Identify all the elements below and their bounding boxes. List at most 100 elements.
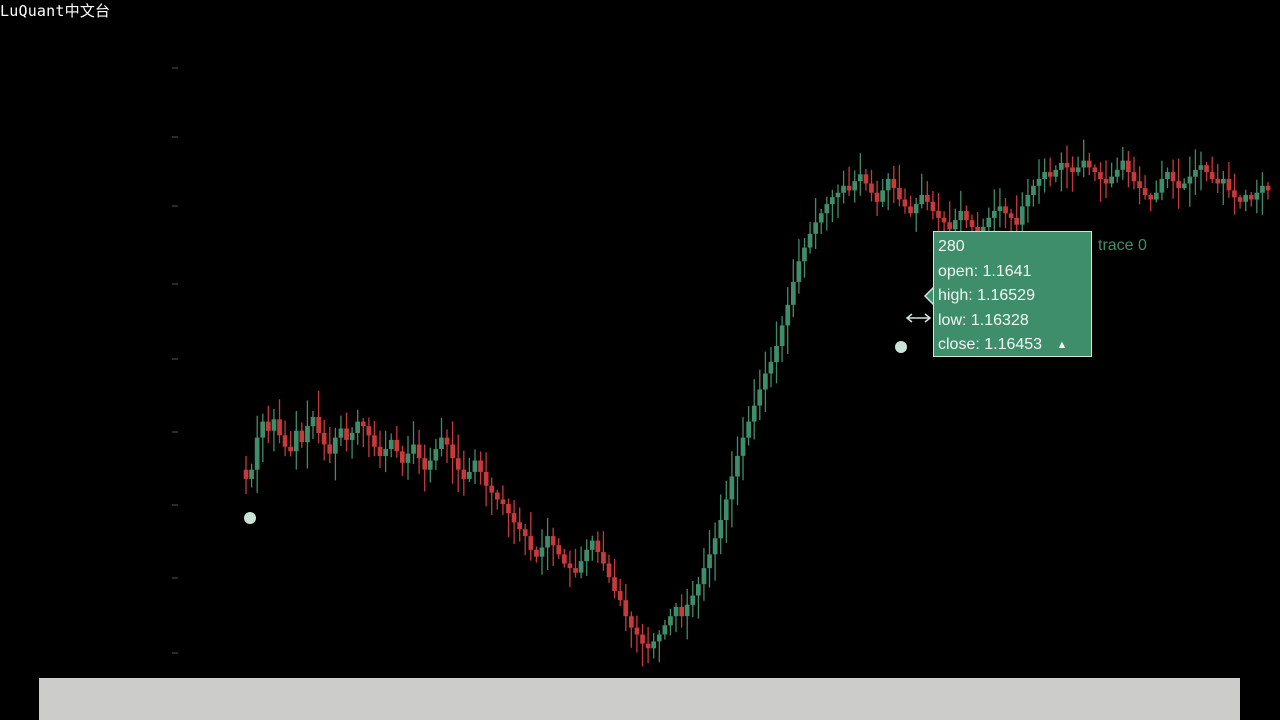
candle-body	[299, 430, 305, 443]
candle	[740, 417, 746, 481]
candle-body	[1176, 181, 1181, 189]
candle-body	[684, 604, 690, 617]
tooltip-low: low: 1.16328	[938, 311, 1029, 329]
candle-body	[1070, 167, 1075, 173]
candle-body	[729, 476, 735, 500]
candle	[1075, 156, 1081, 176]
candle-body	[450, 444, 455, 459]
candle	[349, 427, 355, 459]
candle-body	[997, 206, 1003, 211]
candle	[1025, 178, 1031, 223]
candle-body	[902, 199, 908, 207]
candle-body	[282, 435, 288, 447]
candle-body	[266, 421, 271, 431]
candle	[1193, 149, 1198, 195]
candle-body	[562, 554, 567, 564]
candle-body	[333, 437, 338, 454]
candle	[796, 239, 802, 294]
candle	[1226, 162, 1232, 198]
candle-body	[545, 536, 550, 548]
candle	[1260, 172, 1265, 215]
candle-body	[288, 446, 293, 452]
markers-group	[244, 286, 935, 524]
candle-body	[539, 547, 545, 557]
candle	[355, 409, 360, 445]
candle	[891, 165, 897, 204]
candle	[791, 259, 796, 318]
candle	[243, 455, 249, 494]
candle-body	[1131, 172, 1137, 182]
candle	[388, 433, 394, 458]
candle	[813, 198, 818, 249]
candle-body	[1109, 176, 1114, 184]
candle-body	[534, 549, 539, 557]
candle-body	[830, 197, 835, 205]
candle	[383, 430, 388, 473]
candle	[858, 153, 863, 196]
candle-body	[1204, 165, 1209, 173]
candle	[377, 430, 383, 468]
candle-body	[1019, 206, 1025, 225]
candle	[578, 546, 584, 579]
candle	[528, 512, 534, 561]
candle-body	[796, 261, 802, 282]
candle	[534, 546, 539, 563]
candle	[757, 369, 763, 420]
candle	[774, 321, 779, 384]
candle	[316, 390, 321, 444]
candle	[1154, 180, 1159, 203]
candle	[411, 421, 416, 464]
candle-body	[640, 634, 645, 644]
range-slider-bar[interactable]	[39, 678, 1240, 720]
candle	[1181, 178, 1187, 190]
candle-body	[824, 204, 830, 214]
candle-body	[249, 469, 254, 479]
y-axis-ticks	[172, 67, 178, 654]
candle-body	[1232, 190, 1237, 198]
tooltip-index: 280	[938, 238, 965, 255]
candle	[1081, 139, 1087, 178]
candle-body	[606, 563, 612, 578]
candle	[1137, 166, 1142, 205]
candle-body	[517, 522, 522, 530]
candle	[830, 189, 835, 223]
candle	[852, 170, 858, 203]
candle-body	[388, 439, 394, 450]
candle	[679, 594, 684, 628]
candle	[908, 195, 913, 217]
candle	[1165, 167, 1170, 188]
candle-body	[1237, 197, 1243, 202]
candle-body	[656, 634, 662, 642]
candle-body	[601, 552, 606, 564]
candle-body	[651, 641, 656, 649]
up-triangle-icon: ▲	[1056, 339, 1068, 351]
candle	[427, 447, 433, 483]
candle-body	[305, 426, 310, 443]
candle	[1059, 152, 1064, 192]
candle	[1114, 157, 1120, 183]
hover-tooltip: 280 open: 1.1641 high: 1.16529 low: 1.16…	[933, 231, 1092, 357]
candle-body	[779, 325, 785, 346]
candle	[545, 517, 550, 570]
candle-body	[645, 643, 651, 649]
candle-body	[1075, 167, 1081, 173]
candle-body	[405, 453, 411, 463]
candle	[310, 410, 316, 439]
candle-body	[712, 538, 718, 555]
candle-body	[377, 446, 383, 456]
candle-body	[846, 185, 852, 191]
candle	[327, 427, 333, 464]
candle	[249, 463, 254, 488]
candle-body	[511, 513, 517, 523]
candle	[1187, 156, 1193, 207]
candle-body	[958, 211, 964, 221]
candle-body	[629, 616, 634, 628]
candle-body	[271, 419, 277, 431]
candle	[1120, 147, 1126, 180]
candle-body	[277, 419, 282, 436]
candle-body	[791, 281, 796, 305]
tooltip-high: high: 1.16529	[938, 287, 1035, 304]
candle-body	[1248, 194, 1254, 200]
candle	[958, 190, 964, 233]
